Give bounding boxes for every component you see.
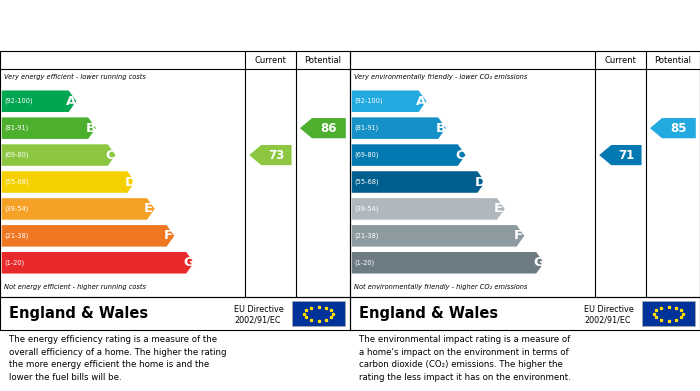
Polygon shape: [351, 90, 426, 112]
Text: A: A: [416, 95, 426, 108]
Polygon shape: [1, 252, 194, 274]
Text: Potential: Potential: [304, 56, 342, 65]
Polygon shape: [1, 90, 76, 112]
Text: (1-20): (1-20): [4, 260, 25, 266]
Text: (81-91): (81-91): [4, 125, 29, 131]
Polygon shape: [1, 144, 116, 166]
Polygon shape: [351, 252, 544, 274]
Text: Current: Current: [604, 56, 636, 65]
Text: C: C: [105, 149, 115, 161]
Text: Very energy efficient - lower running costs: Very energy efficient - lower running co…: [4, 74, 146, 80]
Text: 85: 85: [671, 122, 687, 135]
Polygon shape: [351, 144, 466, 166]
Text: 2002/91/EC: 2002/91/EC: [234, 316, 281, 325]
Text: (21-38): (21-38): [4, 233, 29, 239]
Text: B: B: [85, 122, 95, 135]
Text: Environmental Impact (CO₂) Rating: Environmental Impact (CO₂) Rating: [358, 33, 578, 43]
Text: F: F: [164, 230, 173, 242]
Text: England & Wales: England & Wales: [8, 306, 148, 321]
Polygon shape: [1, 225, 174, 247]
Text: The energy efficiency rating is a measure of the
overall efficiency of a home. T: The energy efficiency rating is a measur…: [8, 335, 226, 382]
Polygon shape: [1, 117, 96, 139]
Bar: [643, 301, 694, 326]
Text: Current: Current: [254, 56, 286, 65]
Text: G: G: [183, 256, 195, 269]
Text: EU Directive: EU Directive: [584, 305, 634, 314]
Text: C: C: [455, 149, 465, 161]
Text: (39-54): (39-54): [355, 206, 379, 212]
Polygon shape: [351, 171, 485, 193]
Polygon shape: [1, 198, 155, 220]
Text: D: D: [475, 176, 486, 188]
Text: Very environmentally friendly - lower CO₂ emissions: Very environmentally friendly - lower CO…: [354, 74, 527, 80]
Text: Not energy efficient - higher running costs: Not energy efficient - higher running co…: [4, 284, 146, 290]
Polygon shape: [1, 171, 135, 193]
Polygon shape: [351, 117, 446, 139]
Text: F: F: [514, 230, 523, 242]
Polygon shape: [599, 145, 641, 165]
Text: (55-68): (55-68): [355, 179, 379, 185]
Text: D: D: [125, 176, 136, 188]
Text: Potential: Potential: [654, 56, 692, 65]
Text: 2002/91/EC: 2002/91/EC: [584, 316, 631, 325]
Text: (69-80): (69-80): [355, 152, 379, 158]
Polygon shape: [351, 225, 524, 247]
Text: E: E: [144, 203, 153, 215]
Text: 73: 73: [268, 149, 284, 161]
Bar: [293, 301, 344, 326]
Text: EU Directive: EU Directive: [234, 305, 284, 314]
Text: E: E: [494, 203, 503, 215]
Text: (39-54): (39-54): [4, 206, 29, 212]
Polygon shape: [300, 118, 346, 138]
Text: Energy Efficiency Rating: Energy Efficiency Rating: [8, 33, 162, 43]
Polygon shape: [249, 145, 292, 165]
Text: G: G: [533, 256, 545, 269]
Text: Not environmentally friendly - higher CO₂ emissions: Not environmentally friendly - higher CO…: [354, 284, 527, 290]
Text: (1-20): (1-20): [355, 260, 374, 266]
Text: (21-38): (21-38): [355, 233, 379, 239]
Text: (92-100): (92-100): [4, 98, 33, 104]
Text: (55-68): (55-68): [4, 179, 29, 185]
Text: (92-100): (92-100): [355, 98, 383, 104]
Polygon shape: [351, 198, 505, 220]
Text: A: A: [66, 95, 76, 108]
Text: 86: 86: [321, 122, 337, 135]
Text: The environmental impact rating is a measure of
a home's impact on the environme: The environmental impact rating is a mea…: [358, 335, 570, 382]
Text: (69-80): (69-80): [4, 152, 29, 158]
Polygon shape: [650, 118, 696, 138]
Text: (81-91): (81-91): [355, 125, 379, 131]
Text: B: B: [435, 122, 445, 135]
Text: England & Wales: England & Wales: [358, 306, 498, 321]
Text: 71: 71: [618, 149, 634, 161]
